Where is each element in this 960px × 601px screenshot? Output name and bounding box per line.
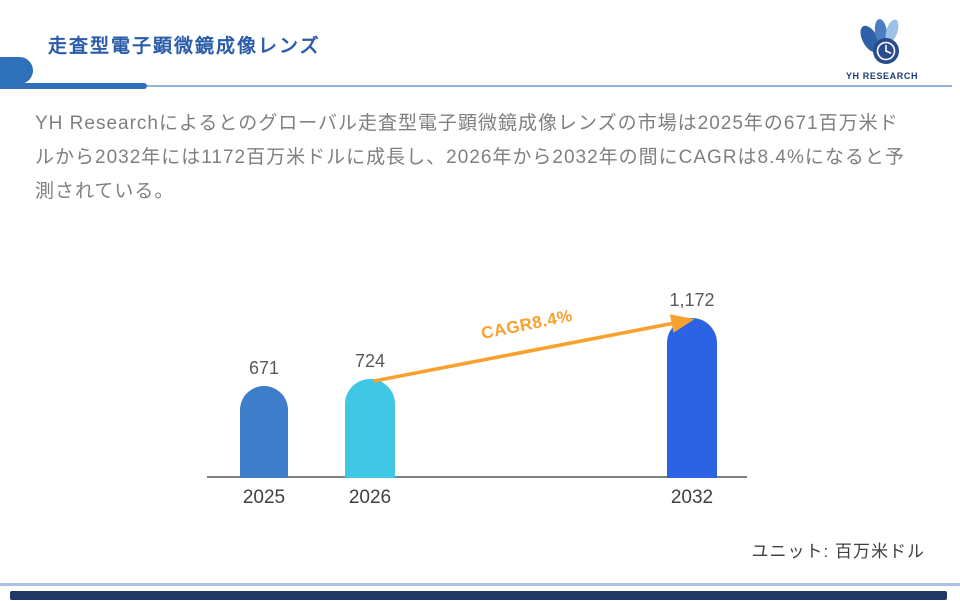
page-title: 走査型電子顕微鏡成像レンズ (48, 36, 321, 57)
footer-bar (10, 591, 947, 600)
category-label-2025: 2025 (242, 487, 286, 508)
header-accent-pill (0, 57, 33, 84)
bar-value-2032: 1,172 (669, 290, 715, 310)
category-label-2032: 2032 (670, 487, 714, 508)
chart-baseline (207, 476, 747, 478)
header-rule (147, 85, 952, 87)
cagr-annotation: CAGR8.4% (479, 305, 575, 344)
intro-paragraph: YH Researchによるとのグローバル走査型電子顕微鏡成像レンズの市場は20… (35, 113, 905, 202)
yh-research-logo: YH RESEARCH (842, 18, 922, 81)
bar-2032 (667, 318, 717, 478)
bar-2025 (240, 386, 288, 478)
header-accent-bar (0, 83, 147, 89)
bar-2026 (345, 379, 395, 478)
category-label-2026: 2026 (348, 487, 392, 508)
bar-value-2026: 724 (354, 351, 386, 371)
footer-rule (0, 583, 960, 586)
yh-research-logo-icon (860, 19, 899, 64)
unit-label: ユニット: 百万米ドル (751, 542, 925, 561)
logo-text: YH RESEARCH (845, 71, 919, 81)
bar-value-2025: 671 (248, 358, 280, 378)
